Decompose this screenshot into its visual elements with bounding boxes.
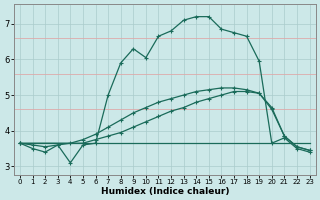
- X-axis label: Humidex (Indice chaleur): Humidex (Indice chaleur): [100, 187, 229, 196]
